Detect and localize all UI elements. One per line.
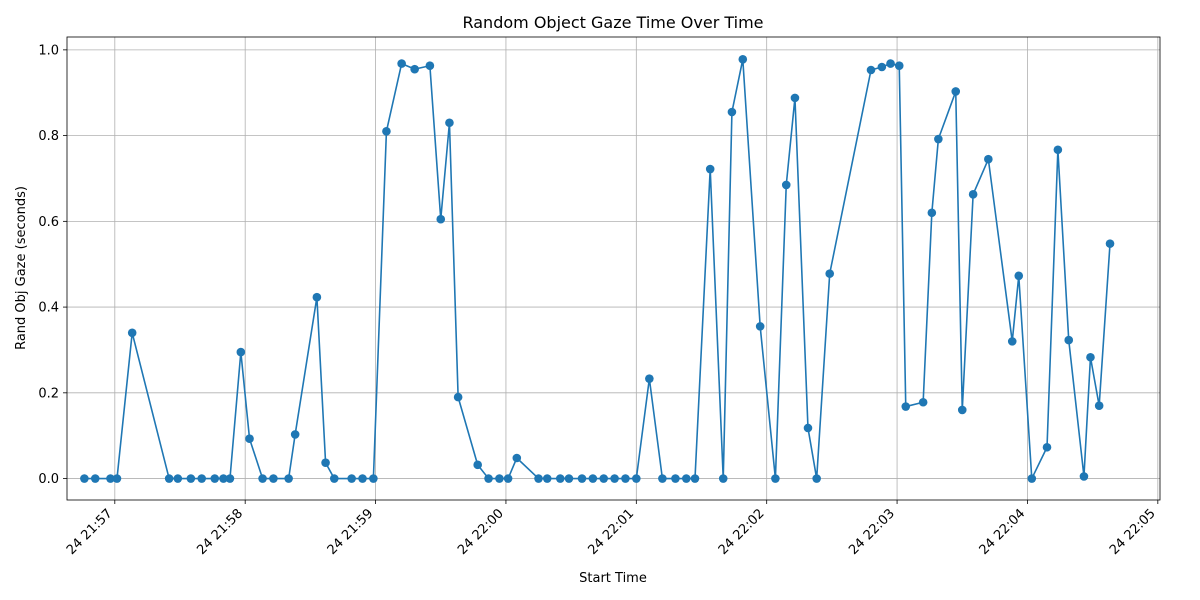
- data-point: [106, 474, 115, 483]
- data-point: [236, 347, 246, 357]
- data-point: [436, 214, 446, 224]
- data-point: [312, 292, 322, 302]
- data-point: [555, 474, 565, 483]
- data-point: [186, 474, 196, 483]
- data-point: [358, 474, 367, 483]
- data-point: [503, 474, 513, 483]
- data-point: [397, 59, 406, 68]
- data-point: [321, 458, 330, 468]
- chart-title: Random Object Gaze Time Over Time: [462, 13, 763, 32]
- data-point: [112, 474, 122, 483]
- data-point: [866, 65, 876, 75]
- y-tick-label: 0.8: [38, 129, 59, 144]
- data-point: [705, 164, 715, 174]
- data-point: [164, 474, 174, 483]
- data-point: [1053, 145, 1063, 155]
- data-point: [290, 430, 300, 439]
- data-point: [1042, 442, 1052, 452]
- plot-frame: [66, 36, 1161, 501]
- data-point: [588, 474, 598, 483]
- data-point: [803, 423, 813, 433]
- data-point: [957, 405, 967, 415]
- data-point: [425, 61, 435, 71]
- data-point: [901, 402, 911, 411]
- data-point: [599, 474, 609, 483]
- data-point: [173, 474, 183, 483]
- y-tick-label: 0.4: [38, 301, 59, 316]
- data-point: [495, 474, 504, 483]
- data-point: [968, 190, 978, 199]
- data-point: [645, 374, 654, 383]
- data-point: [219, 474, 228, 483]
- data-point: [80, 474, 89, 483]
- data-point: [329, 474, 339, 483]
- data-point: [934, 134, 943, 144]
- data-point: [671, 474, 680, 483]
- data-point: [453, 392, 463, 402]
- data-point: [225, 474, 235, 483]
- data-point: [927, 208, 937, 218]
- data-point: [197, 474, 207, 483]
- y-tick-label: 0.6: [38, 215, 59, 230]
- y-tick-label: 1.0: [38, 43, 59, 58]
- data-point: [245, 434, 254, 444]
- data-point: [512, 453, 522, 463]
- data-point: [347, 474, 356, 483]
- data-point: [410, 64, 419, 74]
- data-point: [621, 474, 630, 483]
- y-tick-label: 0.0: [38, 472, 59, 487]
- data-point: [1064, 335, 1074, 345]
- data-point: [718, 474, 728, 483]
- data-point: [894, 61, 904, 71]
- y-axis-title: Rand Obj Gaze (seconds): [14, 186, 29, 350]
- data-point: [534, 474, 543, 483]
- data-point: [564, 474, 574, 483]
- data-point: [473, 460, 482, 470]
- data-point: [1105, 239, 1115, 248]
- data-point: [790, 93, 800, 103]
- data-point: [771, 474, 780, 483]
- data-point: [127, 328, 137, 338]
- data-point: [210, 474, 220, 483]
- data-point: [632, 474, 641, 483]
- data-point: [877, 62, 887, 72]
- data-point: [1014, 271, 1024, 281]
- data-point: [984, 154, 993, 164]
- data-point: [1027, 474, 1037, 483]
- data-point: [369, 474, 378, 483]
- data-point: [542, 474, 552, 483]
- data-point: [825, 269, 835, 278]
- y-tick-label: 0.2: [38, 386, 59, 401]
- data-point: [445, 118, 454, 128]
- data-point: [727, 107, 737, 117]
- data-point: [951, 87, 961, 96]
- data-point: [1094, 401, 1104, 410]
- x-axis-title: Start Time: [579, 571, 647, 586]
- series-line: [84, 58, 1111, 480]
- data-point: [284, 474, 293, 483]
- data-point: [738, 54, 748, 64]
- data-point: [812, 474, 821, 483]
- data-point: [269, 474, 278, 483]
- data-point: [484, 474, 493, 483]
- data-point: [690, 474, 700, 483]
- series-layer: [80, 54, 1115, 483]
- data-point: [681, 474, 691, 483]
- data-point: [90, 474, 100, 483]
- data-point: [658, 474, 667, 483]
- data-point: [258, 474, 267, 483]
- data-point: [610, 474, 619, 483]
- data-point: [918, 397, 928, 407]
- data-point: [382, 127, 391, 136]
- data-point: [1086, 352, 1095, 362]
- data-point: [577, 474, 587, 483]
- data-point: [755, 322, 765, 331]
- data-point: [781, 180, 791, 190]
- data-point: [1079, 472, 1089, 481]
- data-point: [886, 59, 895, 68]
- data-point: [1007, 337, 1017, 346]
